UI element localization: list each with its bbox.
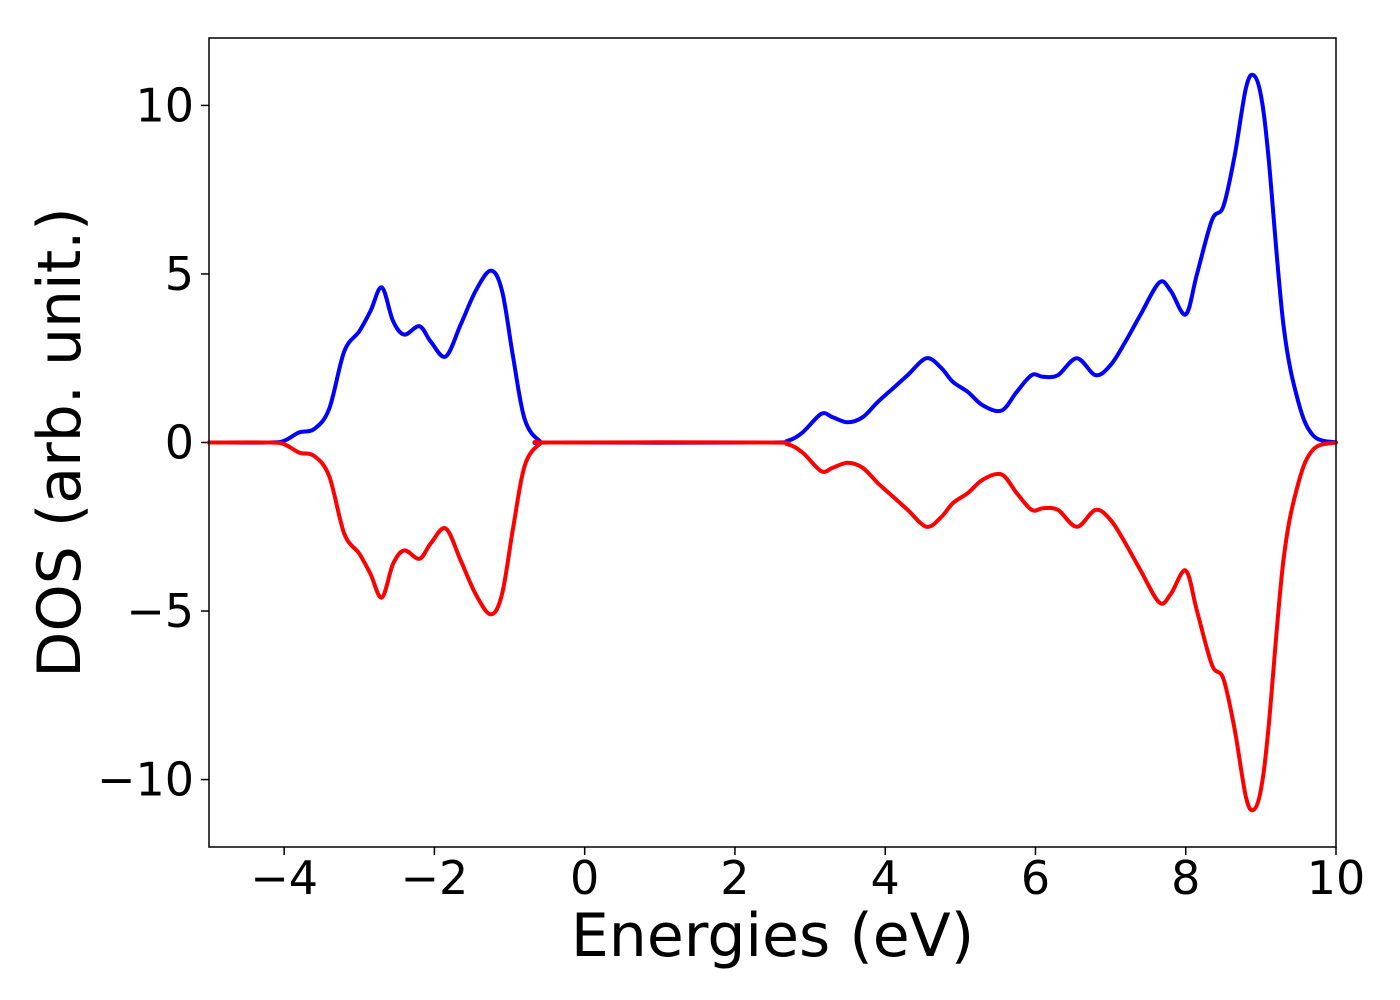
plot-frame xyxy=(208,37,1337,848)
x-tick-label: −2 xyxy=(400,851,468,905)
y-tick-label: −10 xyxy=(97,753,194,807)
ticks-layer: −4 −2 0 2 4 6 8 10 −10 −5 0 5 10 xyxy=(97,78,1365,905)
y-axis-title: DOS (arb. unit.) xyxy=(25,207,95,677)
x-axis-title: Energies (eV) xyxy=(571,901,974,971)
y-tick-label: 10 xyxy=(135,78,194,132)
dos-line-negative xyxy=(207,439,1338,813)
x-tick-label: 4 xyxy=(871,851,900,905)
y-tick-label: 0 xyxy=(165,416,194,470)
x-tick-label: 6 xyxy=(1021,851,1050,905)
y-tick-label: 5 xyxy=(165,247,194,301)
x-tick-label: 0 xyxy=(570,851,599,905)
x-tick-label: 10 xyxy=(1307,851,1366,905)
x-tick-label: 2 xyxy=(720,851,749,905)
x-tick-label: 8 xyxy=(1171,851,1200,905)
x-tick-label: −4 xyxy=(250,851,318,905)
y-tick-label: −5 xyxy=(126,584,194,638)
dos-line-positive xyxy=(207,72,1338,446)
series-layer xyxy=(207,72,1338,813)
